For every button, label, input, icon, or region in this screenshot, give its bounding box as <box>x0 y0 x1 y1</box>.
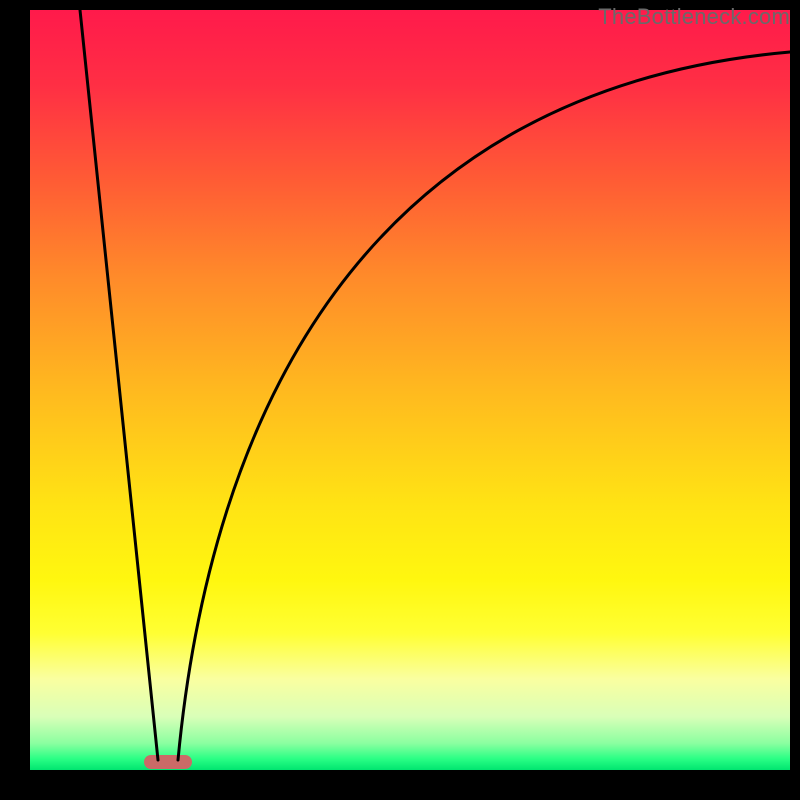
plot-background <box>30 10 790 770</box>
bottleneck-chart <box>0 0 800 800</box>
chart-container: TheBottleneck.com <box>0 0 800 800</box>
optimal-point-marker <box>144 755 192 769</box>
attribution-watermark: TheBottleneck.com <box>598 4 790 30</box>
